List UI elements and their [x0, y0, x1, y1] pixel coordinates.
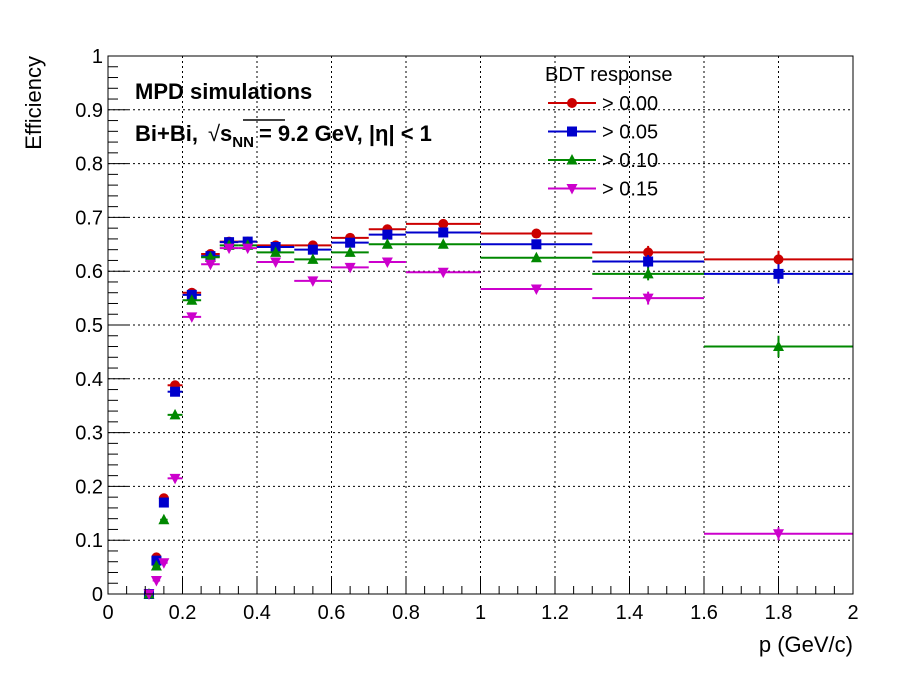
plot-area	[143, 218, 853, 600]
data-point	[773, 340, 784, 352]
data-point	[204, 259, 216, 271]
annotation-sqrt-symbol: √	[208, 121, 221, 146]
x-tick-label: 1	[475, 602, 486, 624]
annotation-subscript: NN	[232, 134, 254, 151]
annotation-energy: = 9.2 GeV, |η| < 1	[259, 121, 432, 146]
data-point	[270, 246, 282, 257]
legend: > 0.00 > 0.05 > 0.10 > 0.15	[548, 93, 658, 201]
annotation-collision: Bi+Bi, √sNN = 9.2 GeV, |η| < 1	[135, 121, 432, 151]
data-point	[307, 244, 318, 255]
y-tick-label: 1	[92, 46, 103, 68]
data-point	[643, 256, 654, 267]
annotation-title: MPD simulations	[135, 79, 312, 104]
data-point	[158, 558, 170, 569]
legend-marker	[567, 98, 577, 108]
legend-entry: > 0.00	[548, 93, 658, 115]
data-point	[223, 243, 235, 255]
data-point	[531, 239, 542, 250]
x-tick-label: 0.8	[392, 602, 420, 624]
data-point	[773, 529, 784, 540]
series-4	[143, 243, 853, 600]
grid	[108, 56, 853, 594]
data-point	[307, 253, 319, 264]
x-tick-label: 1.8	[765, 602, 793, 624]
x-axis-label: p (GeV/c)	[759, 632, 853, 657]
legend-marker	[566, 154, 578, 165]
data-point	[169, 408, 181, 420]
data-point	[642, 293, 654, 305]
y-tick-label: 0	[92, 584, 103, 606]
data-point	[344, 246, 356, 257]
data-point	[307, 276, 319, 287]
data-point	[530, 284, 542, 295]
data-point	[186, 294, 198, 305]
data-point	[186, 312, 198, 323]
y-tick-label: 0.9	[75, 100, 103, 122]
data-point	[170, 386, 181, 397]
data-point	[531, 228, 542, 239]
data-point	[344, 262, 356, 274]
y-tick-label: 0.7	[75, 207, 103, 229]
data-point	[150, 576, 162, 587]
data-point	[438, 227, 449, 238]
data-point	[143, 589, 155, 600]
data-point	[437, 238, 449, 249]
data-point	[270, 257, 282, 269]
data-point	[773, 268, 784, 279]
legend-title: BDT response	[545, 64, 672, 86]
x-tick-label: 1.6	[690, 602, 718, 624]
data-point	[437, 267, 449, 279]
annotation-s: s	[220, 121, 232, 146]
data-point	[242, 243, 254, 255]
data-point	[345, 237, 356, 248]
x-tick-label: 0.4	[243, 602, 271, 624]
data-point	[382, 229, 393, 240]
x-tick-label: 0.2	[169, 602, 197, 624]
data-point	[204, 251, 216, 262]
data-point	[158, 497, 169, 508]
y-axis-label: Efficiency	[21, 56, 46, 150]
data-point	[381, 238, 393, 249]
data-point	[643, 247, 654, 258]
x-tick-label: 2	[847, 602, 858, 624]
data-point	[530, 251, 542, 263]
x-tick-label: 1.2	[541, 602, 569, 624]
x-tick-label: 0	[102, 602, 113, 624]
data-point	[169, 473, 181, 485]
legend-entry: > 0.10	[548, 150, 658, 172]
data-point	[773, 254, 784, 265]
legend-label: > 0.10	[602, 150, 658, 172]
x-tick-label: 1.4	[616, 602, 644, 624]
data-point	[150, 560, 162, 571]
y-tick-label: 0.1	[75, 530, 103, 552]
legend-marker	[567, 126, 577, 137]
y-tick-label: 0.4	[75, 369, 103, 391]
y-tick-label: 0.8	[75, 154, 103, 176]
y-tick-label: 0.2	[75, 476, 103, 498]
data-point	[438, 218, 449, 229]
legend-label: > 0.00	[602, 93, 658, 115]
legend-marker	[566, 184, 578, 195]
legend-label: > 0.05	[602, 122, 658, 144]
data-point	[642, 267, 654, 279]
legend-entry: > 0.15	[548, 179, 658, 201]
data-point	[381, 257, 393, 269]
y-tick-label: 0.6	[75, 261, 103, 283]
axes: 0 0.2 0.4 0.6 0.8 1 1.2 1.4 1.6 1.8 2 0 0.1 0.2 0.3 0.4…	[75, 46, 858, 624]
data-point	[158, 513, 170, 525]
series-3	[143, 238, 853, 599]
y-tick-label: 0.5	[75, 315, 103, 337]
x-tick-label: 0.6	[318, 602, 346, 624]
legend-label: > 0.15	[602, 179, 658, 201]
annotation-system: Bi+Bi,	[135, 121, 198, 146]
y-tick-label: 0.3	[75, 423, 103, 445]
legend-entry: > 0.05	[548, 122, 658, 144]
